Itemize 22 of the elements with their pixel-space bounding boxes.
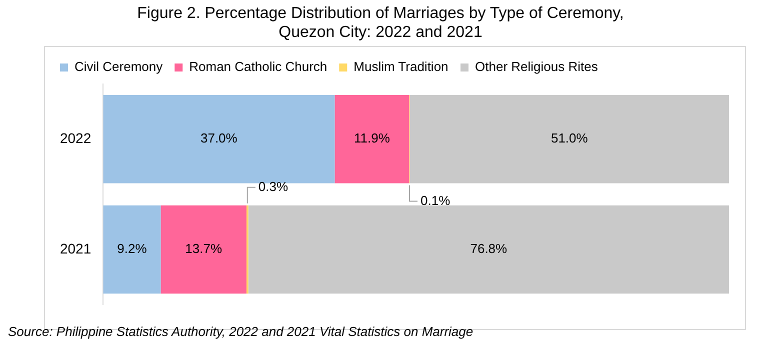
data-label: 76.8% bbox=[470, 241, 508, 256]
bar bbox=[160, 205, 246, 294]
data-label: 11.9% bbox=[354, 130, 390, 146]
legend-label: Muslim Tradition bbox=[354, 59, 448, 74]
data-label: 37.0% bbox=[200, 130, 238, 146]
bar bbox=[103, 95, 335, 184]
legend-label: Roman Catholic Church bbox=[189, 59, 328, 74]
data-label: 0.1% bbox=[420, 192, 451, 208]
data-label: 51.0% bbox=[550, 130, 588, 146]
y-tick-label: 2021 bbox=[60, 240, 92, 256]
bar bbox=[103, 205, 161, 294]
y-tick-label: 2022 bbox=[60, 130, 92, 146]
bar bbox=[334, 95, 410, 184]
data-label: 13.7% bbox=[185, 241, 222, 256]
bar bbox=[248, 205, 729, 294]
chart-title: Figure 2. Percentage Distribution of Marriages by Type of Ceremony, Quezon City: 2022 and 2021 bbox=[136, 4, 625, 42]
source-note: Source: Philippine Statistics Authority, 2022 and 2021 Vital Statistics on Marriage bbox=[8, 324, 474, 339]
bar bbox=[410, 95, 729, 184]
legend-label: Civil Ceremony bbox=[74, 59, 164, 74]
legend-label: Other Religious Rites bbox=[475, 59, 598, 74]
data-label: 0.3% bbox=[258, 178, 288, 194]
data-label: 9.2% bbox=[117, 241, 148, 256]
